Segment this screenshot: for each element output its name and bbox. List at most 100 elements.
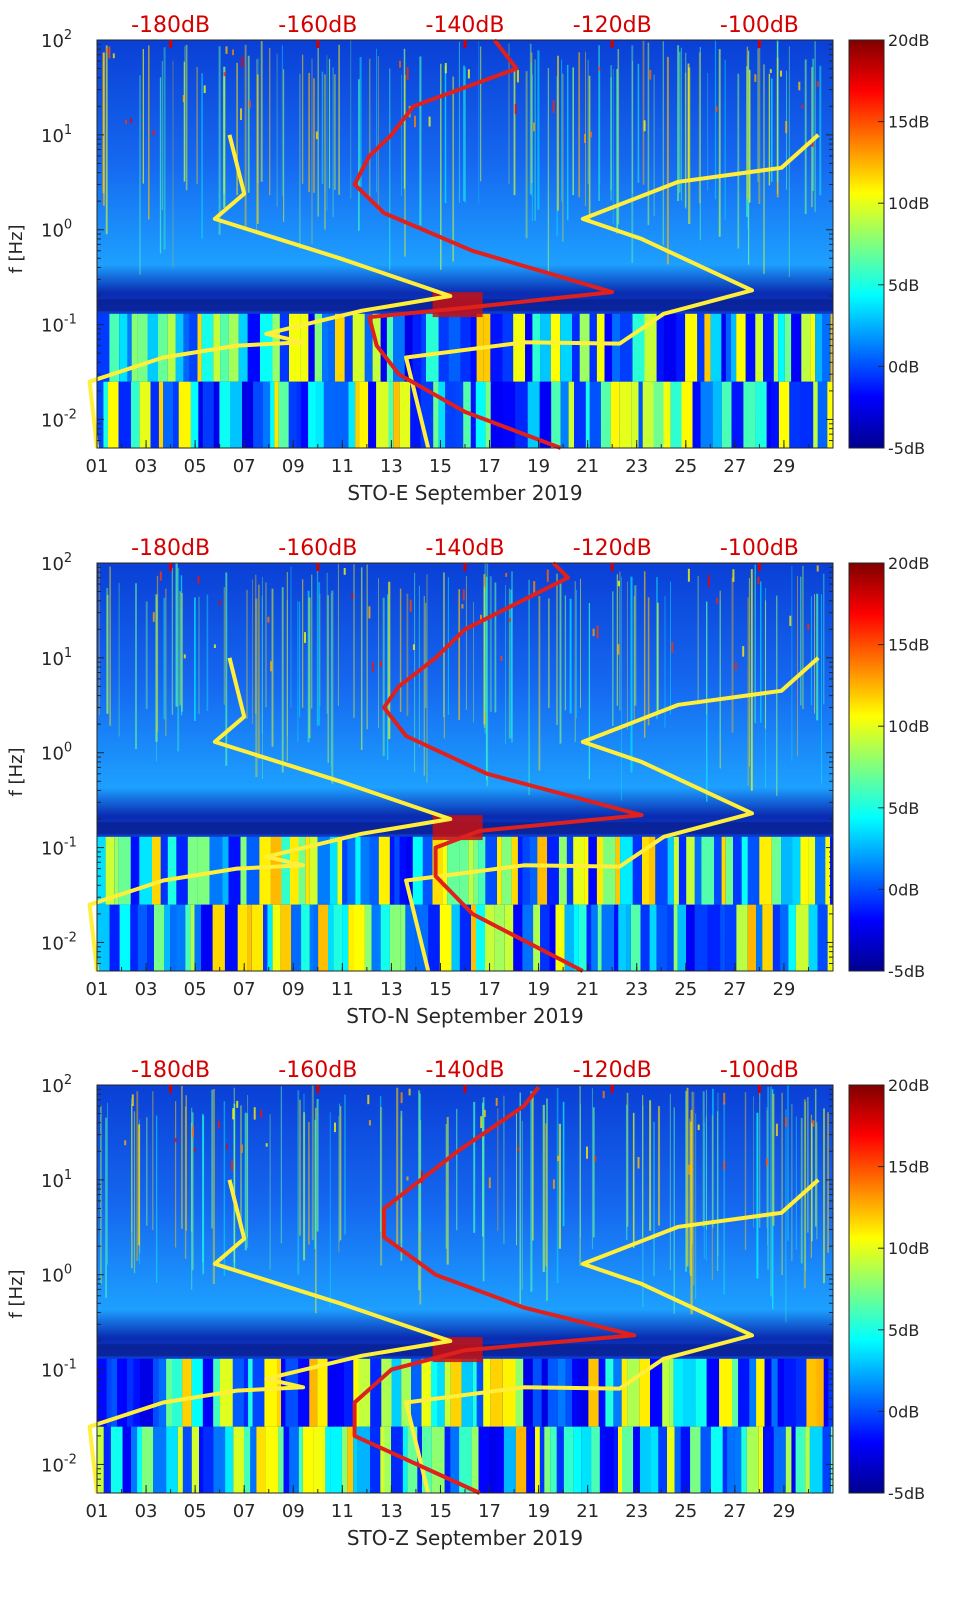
y-axis-label: f [Hz]	[6, 747, 27, 796]
y-tick-label: 102	[41, 28, 72, 52]
x-tick-label: 13	[380, 1501, 403, 1522]
x-tick-label: 05	[184, 979, 207, 1000]
x-tick-label: 15	[429, 1501, 452, 1522]
y-tick-label: 10-1	[41, 836, 77, 860]
x-tick-label: 29	[772, 979, 795, 1000]
x-tick-label: 13	[380, 456, 403, 477]
x-tick-label: 23	[625, 979, 648, 1000]
x-tick-label: 17	[478, 1501, 501, 1522]
y-tick-label: 10-1	[41, 1358, 77, 1382]
y-tick-label: 101	[41, 1168, 72, 1192]
top-db-axis: -180dB -160dB -140dB -120dB -100dB	[131, 536, 799, 571]
x-tick-label: 17	[478, 979, 501, 1000]
x-tick-label: 03	[135, 1501, 158, 1522]
x-tick-label: 05	[184, 1501, 207, 1522]
x-tick-label: 21	[576, 456, 599, 477]
top-db-tick-label: -180dB	[131, 536, 210, 561]
x-tick-label: 23	[625, 456, 648, 477]
x-tick-label: 27	[723, 456, 746, 477]
colorbar-tick-label: 15dB	[888, 113, 930, 132]
x-tick-label: 05	[184, 456, 207, 477]
yellow-curve-right	[404, 656, 820, 972]
y-axis-label: f [Hz]	[6, 1269, 27, 1318]
y-tick-label: 102	[41, 551, 72, 575]
x-tick-label: 19	[527, 979, 550, 1000]
colorbar-tick-label: 20dB	[888, 31, 930, 50]
x-tick-label: 11	[331, 456, 354, 477]
x-tick-label: 09	[282, 979, 305, 1000]
top-db-tick-label: -120dB	[573, 536, 652, 561]
y-tick-label: 100	[41, 218, 72, 242]
x-tick-label: 29	[772, 1501, 795, 1522]
x-tick-label: 07	[233, 456, 256, 477]
red-curve	[352, 1085, 637, 1495]
top-db-tick-label: -120dB	[573, 13, 652, 38]
red-curve	[352, 38, 615, 450]
x-axis-label: STO-Z September 2019	[347, 1526, 583, 1550]
x-tick-label: 07	[233, 979, 256, 1000]
spectrogram-streaks	[100, 1085, 830, 1323]
colorbar-tick-label: 5dB	[888, 799, 919, 818]
y-tick-label: 10-2	[41, 407, 77, 431]
x-tick-label: 01	[86, 456, 109, 477]
x-tick-label: 01	[86, 1501, 109, 1522]
y-axis: 10-2 10-1 100 101 102	[41, 551, 833, 972]
x-axis: 01 03 05 07 09 11 13 15 17 19 21 23 25 27 29	[86, 440, 834, 477]
y-tick-label: 10-2	[41, 930, 77, 954]
spectrogram-image	[97, 1085, 833, 1493]
y-axis-label: f [Hz]	[6, 224, 27, 273]
y-tick-label: 100	[41, 741, 72, 765]
yellow-curve-right	[404, 1178, 820, 1494]
colorbar-tick-label: 10dB	[888, 717, 930, 736]
colorbar-tick-label: 20dB	[888, 554, 930, 573]
colorbar: 20dB 15dB 10dB 5dB 0dB -5dB	[848, 554, 930, 981]
x-axis: 01 03 05 07 09 11 13 15 17 19 21 23 25 27 29	[86, 963, 834, 1000]
x-tick-label: 03	[135, 456, 158, 477]
top-db-tick-label: -160dB	[278, 1058, 357, 1083]
y-tick-label: 101	[41, 646, 72, 670]
colorbar-tick-label: 10dB	[888, 1239, 930, 1258]
y-tick-label: 10-2	[41, 1452, 77, 1476]
x-tick-label: 25	[674, 456, 697, 477]
x-tick-label: 19	[527, 456, 550, 477]
colorbar-gradient	[848, 39, 885, 449]
panel-2: 10-2 10-1 100 101 102 f [Hz] 01 03 05 07 09 11 13 15 1…	[6, 536, 930, 1028]
colorbar-gradient	[848, 562, 885, 972]
x-tick-label: 19	[527, 1501, 550, 1522]
x-tick-label: 17	[478, 456, 501, 477]
panel-1: 10-2 10-1 100 101 102 f [Hz] 01 03 05 07 09 11 13 15 1…	[6, 13, 930, 505]
x-tick-label: 21	[576, 1501, 599, 1522]
yellow-curve-left	[87, 1179, 453, 1494]
colorbar: 20dB 15dB 10dB 5dB 0dB -5dB	[848, 1076, 930, 1503]
top-db-tick-label: -140dB	[426, 13, 505, 38]
x-tick-label: 23	[625, 1501, 648, 1522]
y-tick-label: 100	[41, 1263, 72, 1287]
x-tick-label: 21	[576, 979, 599, 1000]
x-tick-label: 07	[233, 1501, 256, 1522]
x-tick-label: 13	[380, 979, 403, 1000]
top-db-axis: -180dB -160dB -140dB -120dB -100dB	[131, 1058, 799, 1093]
colorbar-tick-label: 0dB	[888, 880, 919, 899]
colorbar-tick-label: -5dB	[888, 1484, 925, 1503]
colorbar-tick-label: -5dB	[888, 962, 925, 981]
x-axis-label: STO-N September 2019	[346, 1004, 584, 1028]
colorbar-gradient	[848, 1084, 885, 1494]
top-db-tick-label: -180dB	[131, 1058, 210, 1083]
top-db-tick-label: -100dB	[720, 536, 799, 561]
colorbar-tick-label: 5dB	[888, 1321, 919, 1340]
y-tick-label: 10-1	[41, 313, 77, 337]
yellow-curve-left	[87, 657, 453, 972]
colorbar-tick-label: 5dB	[888, 276, 919, 295]
colorbar-tick-label: 0dB	[888, 1402, 919, 1421]
top-db-tick-label: -100dB	[720, 13, 799, 38]
x-tick-label: 27	[723, 979, 746, 1000]
x-tick-label: 15	[429, 456, 452, 477]
top-db-tick-label: -160dB	[278, 13, 357, 38]
x-tick-label: 27	[723, 1501, 746, 1522]
low-frequency-columns	[97, 1358, 833, 1493]
x-tick-label: 25	[674, 1501, 697, 1522]
low-frequency-columns	[97, 836, 833, 971]
top-db-tick-label: -180dB	[131, 13, 210, 38]
colorbar-tick-label: 15dB	[888, 636, 930, 655]
x-axis-label: STO-E September 2019	[347, 481, 582, 505]
